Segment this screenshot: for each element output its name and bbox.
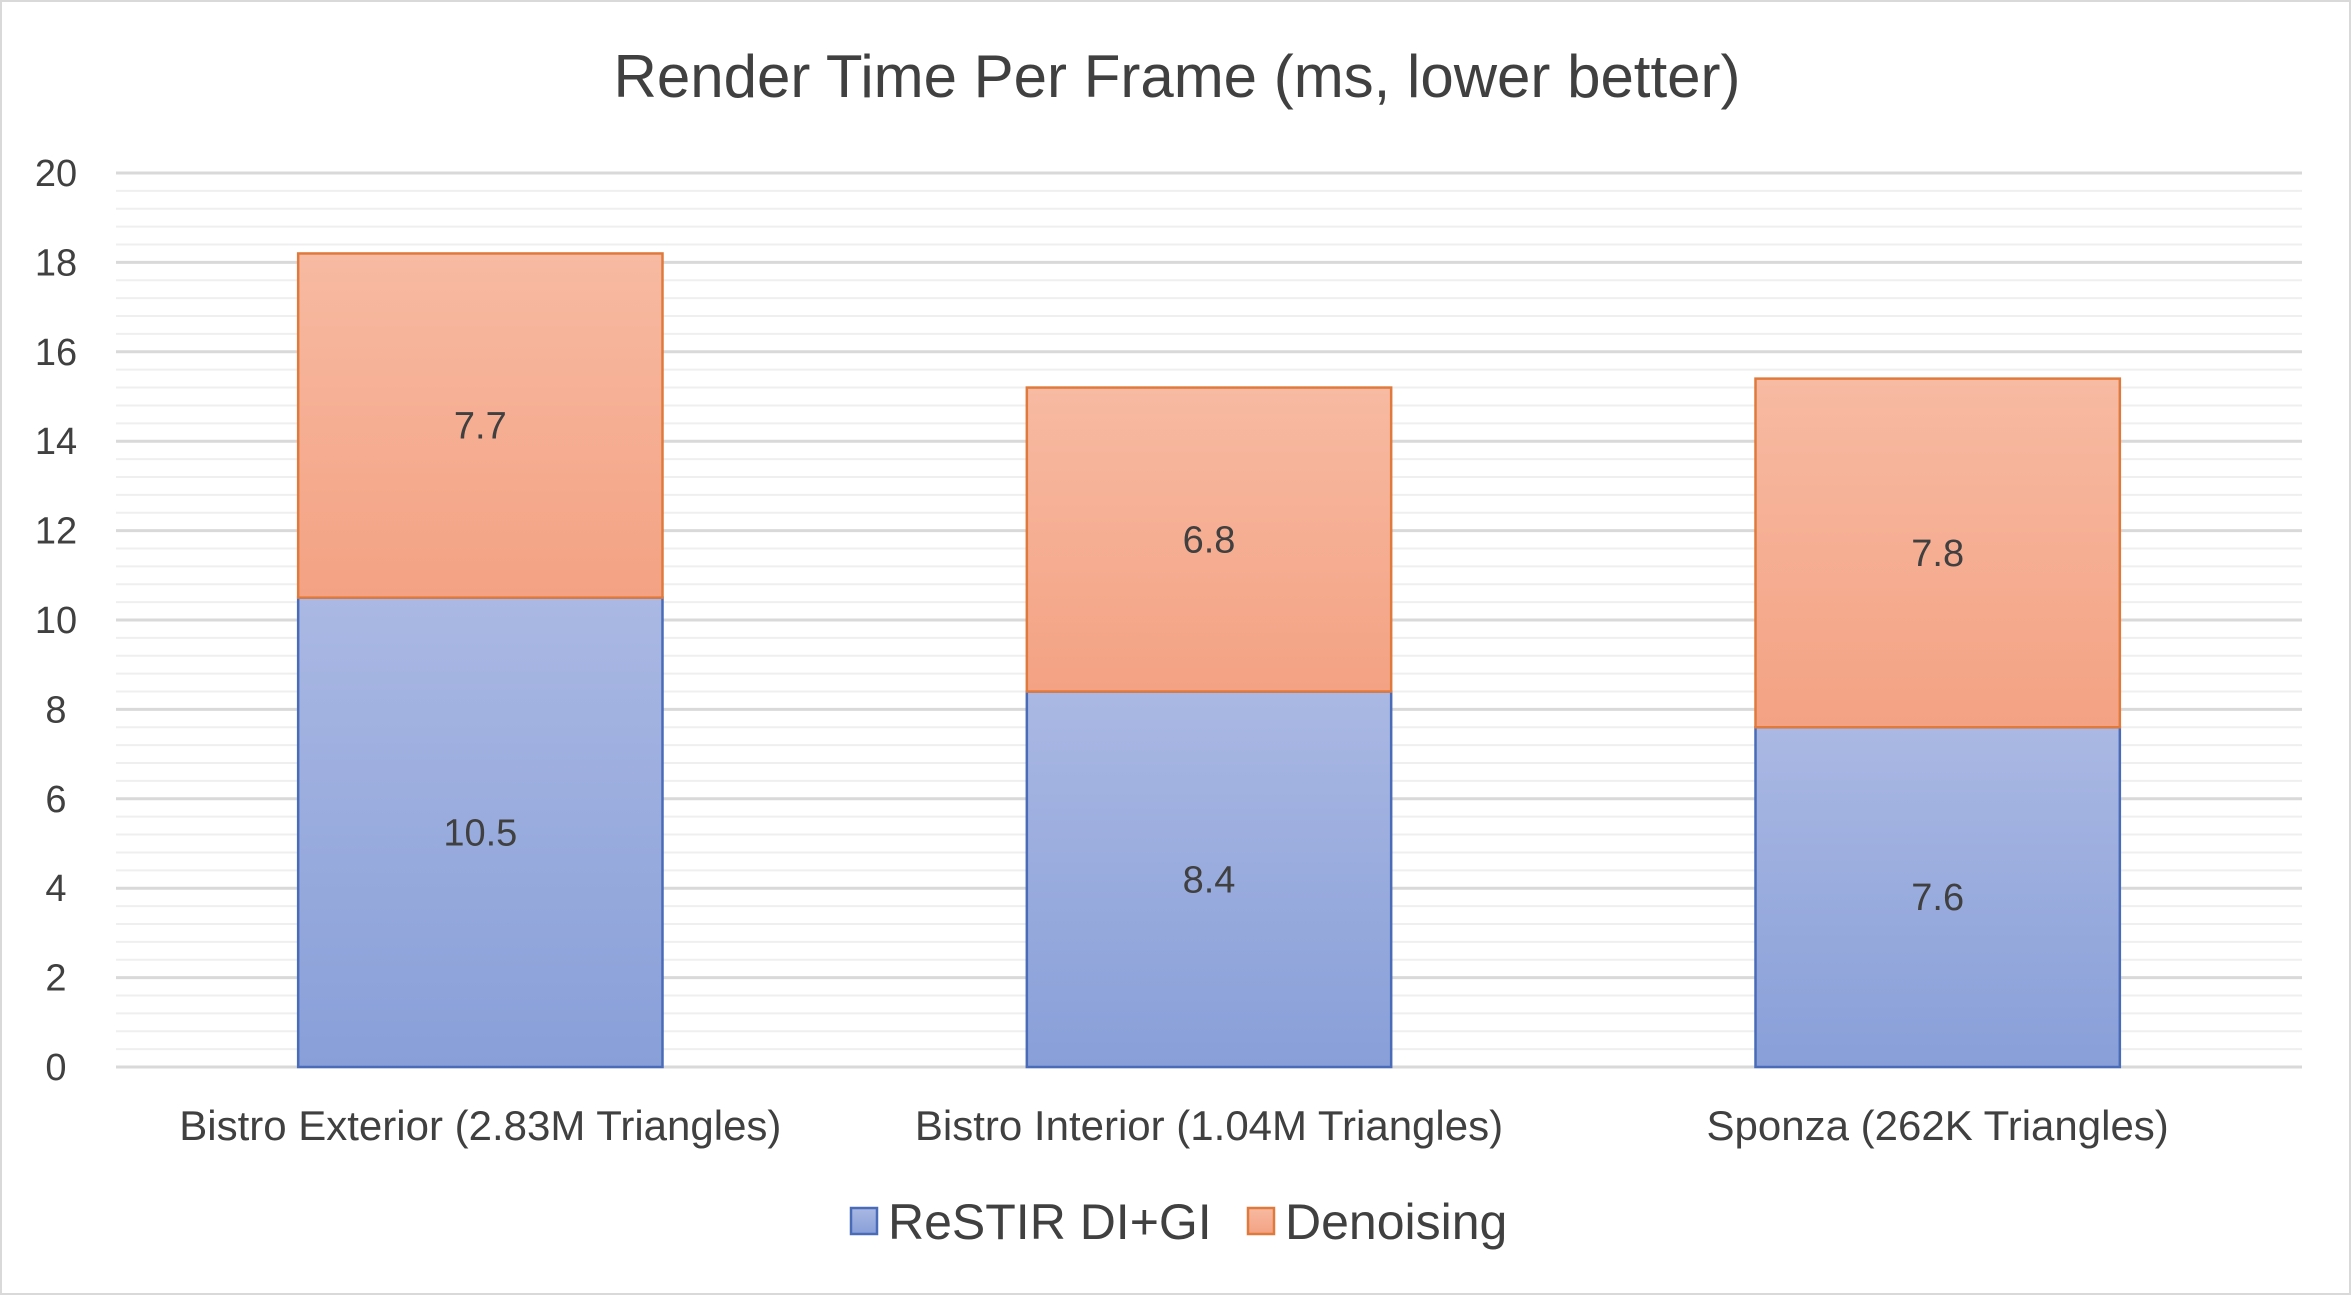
legend-label: ReSTIR DI+GI bbox=[888, 1194, 1212, 1250]
x-category-label: Bistro Exterior (2.83M Triangles) bbox=[179, 1102, 781, 1149]
bar-denoising bbox=[1754, 377, 2122, 729]
legend-label: Denoising bbox=[1285, 1194, 1507, 1250]
y-tick-label: 4 bbox=[45, 868, 66, 910]
y-tick-label: 20 bbox=[35, 153, 77, 195]
data-label: 7.8 bbox=[1911, 533, 1964, 575]
data-label: 7.6 bbox=[1911, 877, 1964, 919]
data-label: 8.4 bbox=[1183, 859, 1236, 901]
data-labels: 10.5 7.7 8.4 6.8 7.6 7.8 bbox=[443, 406, 1964, 920]
legend: ReSTIR DI+GI Denoising bbox=[849, 1194, 1507, 1250]
y-tick-label: 2 bbox=[45, 958, 66, 1000]
bar-denoising bbox=[296, 252, 664, 599]
data-label: 10.5 bbox=[443, 812, 517, 854]
legend-swatch bbox=[1246, 1206, 1276, 1236]
x-category-label: Sponza (262K Triangles) bbox=[1707, 1102, 2169, 1149]
data-label: 6.8 bbox=[1183, 520, 1236, 562]
y-tick-label: 6 bbox=[45, 779, 66, 821]
y-tick-label: 8 bbox=[45, 689, 66, 731]
y-tick-label: 14 bbox=[35, 421, 77, 463]
bar-denoising bbox=[1025, 386, 1393, 693]
y-tick-label: 12 bbox=[35, 511, 77, 553]
bar-restir bbox=[1025, 690, 1393, 1069]
chart-title: Render Time Per Frame (ms, lower better) bbox=[614, 43, 1741, 110]
y-tick-label: 16 bbox=[35, 332, 77, 374]
bar-restir bbox=[296, 596, 664, 1069]
y-axis-ticks: 0 2 4 6 8 10 12 14 16 18 20 bbox=[35, 153, 77, 1089]
y-tick-label: 18 bbox=[35, 242, 77, 284]
x-axis-categories: Bistro Exterior (2.83M Triangles) Bistro … bbox=[179, 1102, 2169, 1149]
y-tick-label: 10 bbox=[35, 600, 77, 642]
bar-restir bbox=[1754, 726, 2122, 1069]
data-label: 7.7 bbox=[454, 406, 507, 448]
legend-swatch bbox=[849, 1206, 879, 1236]
bars bbox=[296, 252, 2122, 1069]
y-tick-label: 0 bbox=[45, 1047, 66, 1089]
x-category-label: Bistro Interior (1.04M Triangles) bbox=[915, 1102, 1503, 1149]
